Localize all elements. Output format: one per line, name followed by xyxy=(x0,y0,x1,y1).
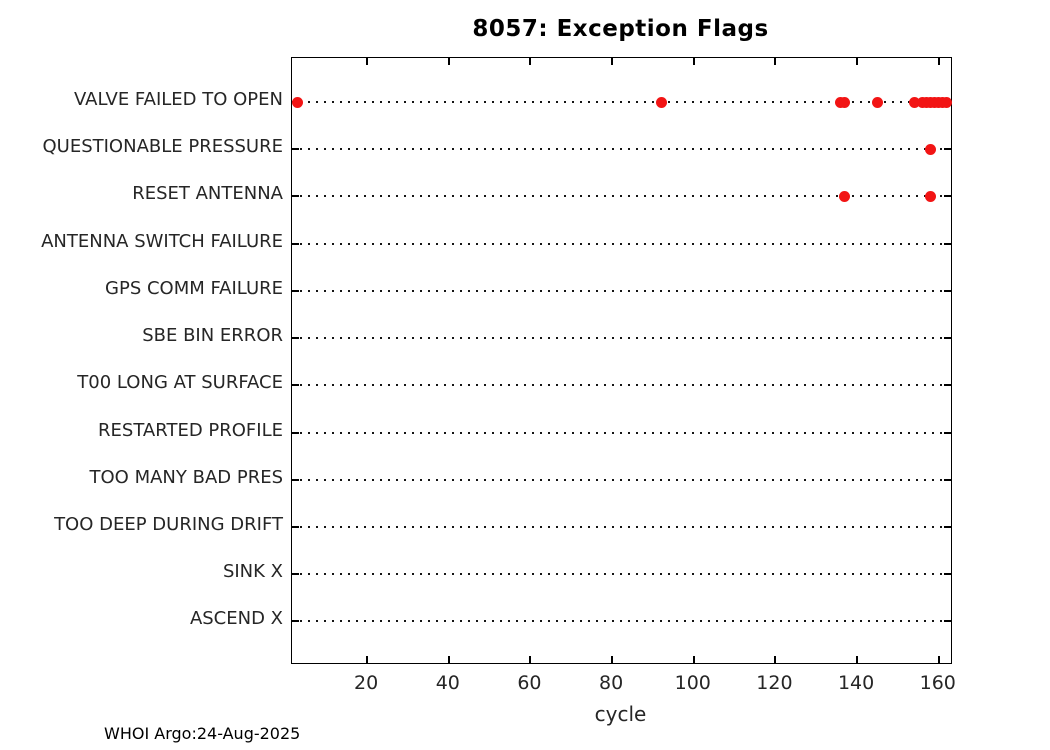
data-point xyxy=(908,96,920,108)
x-axis-label: cycle xyxy=(594,702,647,726)
x-tick-top xyxy=(692,58,695,65)
y-tick-left xyxy=(292,620,299,623)
y-axis-label: GPS COMM FAILURE xyxy=(105,277,283,299)
y-axis-label: VALVE FAILED TO OPEN xyxy=(74,89,283,110)
y-tick-right xyxy=(944,289,951,292)
y-tick-right xyxy=(944,195,951,198)
y-axis-label: ASCEND X xyxy=(189,608,283,630)
y-axis-label: ANTENNA SWITCH FAILURE xyxy=(41,230,283,252)
y-axis-label: QUESTIONABLE PRESSURE xyxy=(42,136,283,158)
x-tick-label: 140 xyxy=(837,672,875,694)
row-gridline xyxy=(292,431,951,434)
x-tick-top xyxy=(447,58,450,65)
y-tick-right xyxy=(944,525,951,528)
y-tick-left xyxy=(292,431,299,434)
y-tick-left xyxy=(292,573,299,576)
data-point xyxy=(839,190,851,202)
row-gridline xyxy=(292,148,951,151)
x-tick-bottom xyxy=(611,656,614,663)
y-tick-left xyxy=(292,337,299,340)
data-point xyxy=(655,96,667,108)
x-tick-bottom xyxy=(366,656,369,663)
row-gridline xyxy=(292,101,951,103)
data-point xyxy=(941,96,953,108)
y-tick-left xyxy=(292,525,299,528)
x-tick-label: 60 xyxy=(517,672,542,694)
row-gridline xyxy=(292,384,951,387)
y-axis-label: T00 LONG AT SURFACE xyxy=(77,372,283,394)
y-tick-left xyxy=(292,148,299,151)
data-point xyxy=(872,96,883,108)
x-tick-bottom xyxy=(774,656,777,663)
x-tick-label: 20 xyxy=(354,672,379,694)
row-gridline xyxy=(292,337,951,340)
y-axis-label: RESTARTED PROFILE xyxy=(98,419,283,441)
x-tick-top xyxy=(529,58,532,65)
x-tick-bottom xyxy=(529,656,532,663)
x-tick-label: 40 xyxy=(435,672,460,694)
y-tick-right xyxy=(944,148,951,151)
data-point xyxy=(925,143,937,155)
x-tick-top xyxy=(611,58,614,65)
row-gridline xyxy=(292,478,951,481)
y-tick-left xyxy=(292,289,299,292)
row-gridline xyxy=(292,195,951,198)
y-tick-right xyxy=(944,337,951,340)
row-gridline xyxy=(292,573,951,576)
x-tick-bottom xyxy=(856,656,859,663)
row-gridline xyxy=(292,525,951,528)
y-tick-right xyxy=(944,620,951,623)
x-tick-bottom xyxy=(692,656,695,663)
data-point xyxy=(839,96,851,108)
x-tick-label: 100 xyxy=(674,672,711,694)
x-tick-bottom xyxy=(937,656,940,663)
y-axis-label: RESET ANTENNA xyxy=(132,183,283,205)
y-tick-left xyxy=(292,195,299,198)
row-gridline xyxy=(292,289,951,292)
y-tick-right xyxy=(944,242,951,245)
y-axis-label: SINK X xyxy=(222,561,283,583)
y-tick-right xyxy=(944,573,951,576)
data-point xyxy=(292,96,304,108)
y-axis-label: SBE BIN ERROR xyxy=(142,325,283,347)
x-tick-top xyxy=(937,58,940,65)
footer-text: WHOI Argo:24-Aug-2025 xyxy=(104,724,301,743)
x-tick-label: 160 xyxy=(919,672,956,694)
x-tick-top xyxy=(366,58,369,65)
y-axis-label: TOO DEEP DURING DRIFT xyxy=(54,513,283,535)
row-gridline xyxy=(292,242,951,245)
plot-area xyxy=(291,57,953,664)
y-tick-left xyxy=(292,242,299,245)
data-point xyxy=(925,190,937,202)
x-tick-label: 80 xyxy=(599,672,624,694)
y-tick-right xyxy=(944,431,951,434)
x-tick-top xyxy=(856,58,859,65)
chart-title: 8057: Exception Flags xyxy=(472,16,769,42)
y-tick-left xyxy=(292,384,299,387)
x-tick-label: 120 xyxy=(756,672,793,694)
y-tick-right xyxy=(944,478,951,481)
y-axis-label: TOO MANY BAD PRES xyxy=(89,466,283,488)
x-tick-bottom xyxy=(447,656,450,663)
row-gridline xyxy=(292,620,951,623)
x-tick-top xyxy=(774,58,777,65)
y-tick-left xyxy=(292,478,299,481)
y-tick-right xyxy=(944,384,951,387)
